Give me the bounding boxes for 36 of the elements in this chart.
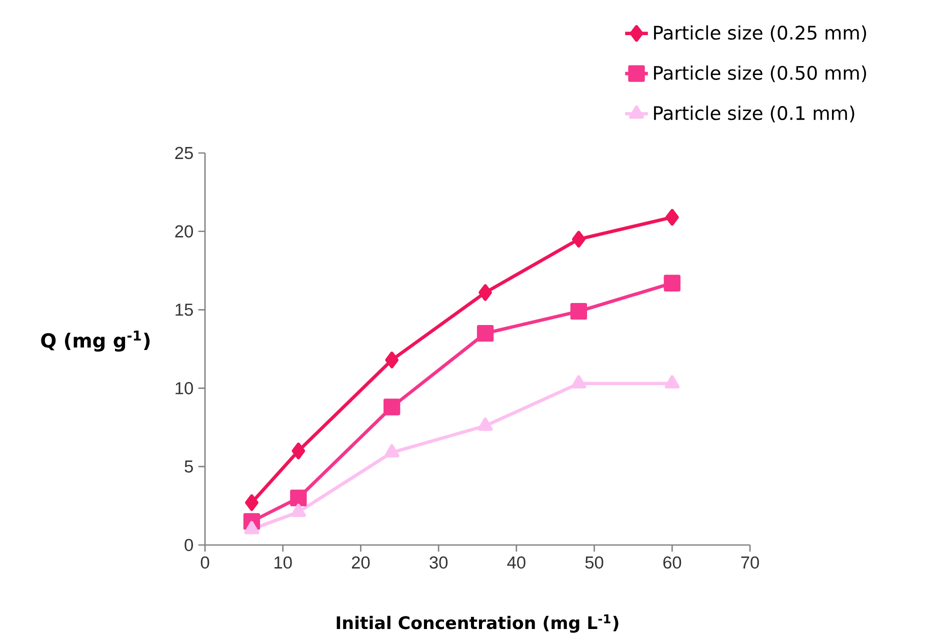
x-axis-title: Initial Concentration (mg L$^{-1}$) bbox=[336, 614, 618, 633]
x-tick-label: 70 bbox=[741, 556, 759, 569]
x-tick-label: 30 bbox=[430, 556, 448, 569]
point bbox=[664, 375, 680, 388]
x-tick-label: 0 bbox=[200, 556, 210, 569]
point bbox=[572, 230, 586, 248]
point bbox=[476, 324, 494, 342]
point bbox=[478, 284, 492, 301]
x-tick-label: 40 bbox=[507, 556, 526, 569]
x-tick-label: 20 bbox=[352, 556, 370, 569]
point bbox=[290, 490, 307, 506]
legend-label: Particle size (0.50 mm) bbox=[654, 65, 866, 82]
point bbox=[571, 375, 586, 388]
point bbox=[290, 504, 306, 517]
point bbox=[245, 494, 258, 511]
point bbox=[384, 398, 400, 416]
y-tick-label: 10 bbox=[176, 382, 193, 394]
legend-label: Particle size (0.25 mm) bbox=[654, 25, 866, 42]
legend-label: Particle size (0.1 mm) bbox=[654, 106, 854, 122]
point bbox=[478, 417, 493, 431]
y-tick-label: 0 bbox=[184, 538, 193, 552]
point bbox=[384, 444, 400, 458]
point bbox=[385, 352, 399, 368]
x-tick-label: 60 bbox=[663, 556, 682, 569]
point bbox=[570, 302, 588, 320]
y-tick-label: 15 bbox=[176, 304, 193, 316]
point bbox=[292, 442, 306, 460]
x-tick-label: 50 bbox=[585, 556, 604, 569]
y-axis-title: Q (mg g$^{-1}$) bbox=[41, 330, 150, 352]
y-tick-label: 5 bbox=[184, 460, 193, 473]
point bbox=[665, 208, 679, 226]
y-tick-label: 25 bbox=[175, 146, 193, 160]
x-tick-label: 10 bbox=[274, 556, 292, 569]
point bbox=[664, 274, 680, 292]
y-tick-label: 20 bbox=[175, 225, 193, 238]
point bbox=[244, 520, 260, 534]
